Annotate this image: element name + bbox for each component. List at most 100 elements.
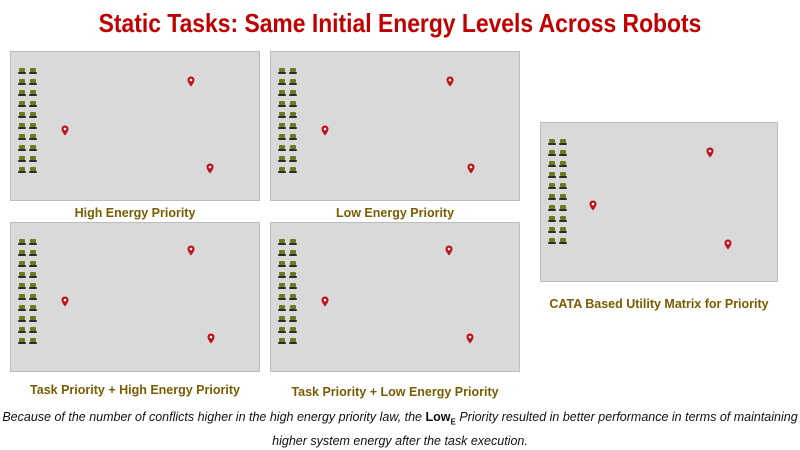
robot-icon bbox=[548, 150, 556, 157]
robot-icon bbox=[18, 68, 26, 75]
robot-icon bbox=[289, 68, 297, 75]
robot-icon bbox=[289, 316, 297, 323]
caption-low-energy: Low Energy Priority bbox=[335, 206, 455, 220]
robot-icon bbox=[29, 112, 37, 119]
robot-icon bbox=[18, 294, 26, 301]
robot-icon bbox=[278, 68, 286, 75]
robot-icon bbox=[278, 156, 286, 163]
robot-icon bbox=[278, 294, 286, 301]
robot-icon bbox=[278, 327, 286, 334]
robot-icon bbox=[29, 68, 37, 75]
robot-icon bbox=[559, 161, 567, 168]
robot-icon bbox=[548, 205, 556, 212]
robot-icon bbox=[548, 238, 556, 245]
robot-icon bbox=[18, 90, 26, 97]
page-title: Static Tasks: Same Initial Energy Levels… bbox=[98, 8, 702, 38]
simulation-panel-task-high-energy bbox=[10, 222, 260, 372]
robot-icon bbox=[289, 156, 297, 163]
robot-icon bbox=[18, 101, 26, 108]
robot-icon bbox=[289, 272, 297, 279]
robot-icon bbox=[278, 261, 286, 268]
note-part-2: Priority resulted in better performance … bbox=[272, 410, 798, 448]
robot-icon bbox=[29, 134, 37, 141]
simulation-panel-cata bbox=[540, 122, 778, 282]
robot-icon bbox=[29, 283, 37, 290]
caption-task-high-energy: Task Priority + High Energy Priority bbox=[30, 383, 240, 397]
robot-icon bbox=[548, 139, 556, 146]
caption-cata: CATA Based Utility Matrix for Priority bbox=[549, 297, 769, 311]
robot-icon bbox=[548, 183, 556, 190]
robot-icon bbox=[289, 79, 297, 86]
robot-icon bbox=[559, 227, 567, 234]
robot-icon bbox=[18, 79, 26, 86]
robot-icon bbox=[278, 283, 286, 290]
robot-icon bbox=[289, 305, 297, 312]
robot-icon bbox=[29, 101, 37, 108]
robot-icon bbox=[29, 294, 37, 301]
simulation-panel-low-energy bbox=[270, 51, 520, 201]
robot-icon bbox=[18, 156, 26, 163]
robot-icon bbox=[29, 239, 37, 246]
robot-icon bbox=[559, 183, 567, 190]
robot-icon bbox=[278, 123, 286, 130]
robot-icon bbox=[18, 250, 26, 257]
robot-icon bbox=[289, 250, 297, 257]
robot-icon bbox=[289, 167, 297, 174]
robot-icon bbox=[278, 134, 286, 141]
robot-icon bbox=[18, 239, 26, 246]
robot-icon bbox=[18, 134, 26, 141]
robot-icon bbox=[278, 112, 286, 119]
location-marker-icon bbox=[207, 333, 215, 344]
robot-icon bbox=[289, 90, 297, 97]
robot-icon bbox=[289, 283, 297, 290]
robot-icon bbox=[289, 294, 297, 301]
location-marker-icon bbox=[706, 147, 714, 158]
robot-icon bbox=[278, 250, 286, 257]
robot-icon bbox=[18, 338, 26, 345]
robot-icon bbox=[289, 112, 297, 119]
robot-icon bbox=[289, 261, 297, 268]
robot-icon bbox=[29, 90, 37, 97]
location-marker-icon bbox=[187, 76, 195, 87]
conclusion-note: Because of the number of conflicts highe… bbox=[0, 408, 800, 450]
location-marker-icon bbox=[445, 245, 453, 256]
robot-icon bbox=[559, 139, 567, 146]
caption-task-low-energy: Task Priority + Low Energy Priority bbox=[291, 385, 499, 399]
robot-icon bbox=[278, 167, 286, 174]
robot-icon bbox=[18, 145, 26, 152]
location-marker-icon bbox=[206, 163, 214, 174]
robot-icon bbox=[29, 316, 37, 323]
robot-icon bbox=[278, 90, 286, 97]
robot-icon bbox=[18, 316, 26, 323]
robot-icon bbox=[29, 261, 37, 268]
robot-icon bbox=[548, 172, 556, 179]
robot-icon bbox=[278, 305, 286, 312]
simulation-panel-task-low-energy bbox=[270, 222, 520, 372]
robot-icon bbox=[559, 216, 567, 223]
robot-icon bbox=[289, 134, 297, 141]
robot-icon bbox=[29, 250, 37, 257]
location-marker-icon bbox=[321, 296, 329, 307]
robot-icon bbox=[29, 305, 37, 312]
robot-icon bbox=[278, 145, 286, 152]
robot-icon bbox=[289, 101, 297, 108]
robot-icon bbox=[29, 156, 37, 163]
robot-icon bbox=[18, 327, 26, 334]
robot-icon bbox=[289, 239, 297, 246]
location-marker-icon bbox=[466, 333, 474, 344]
robot-icon bbox=[289, 338, 297, 345]
location-marker-icon bbox=[589, 200, 597, 211]
robot-icon bbox=[29, 272, 37, 279]
note-part-1: Because of the number of conflicts highe… bbox=[2, 410, 426, 424]
robot-icon bbox=[18, 283, 26, 290]
robot-icon bbox=[18, 123, 26, 130]
robot-icon bbox=[289, 123, 297, 130]
robot-icon bbox=[289, 327, 297, 334]
robot-icon bbox=[548, 161, 556, 168]
robot-icon bbox=[29, 145, 37, 152]
robot-icon bbox=[278, 316, 286, 323]
location-marker-icon bbox=[61, 296, 69, 307]
robot-icon bbox=[29, 167, 37, 174]
robot-icon bbox=[548, 216, 556, 223]
location-marker-icon bbox=[446, 76, 454, 87]
